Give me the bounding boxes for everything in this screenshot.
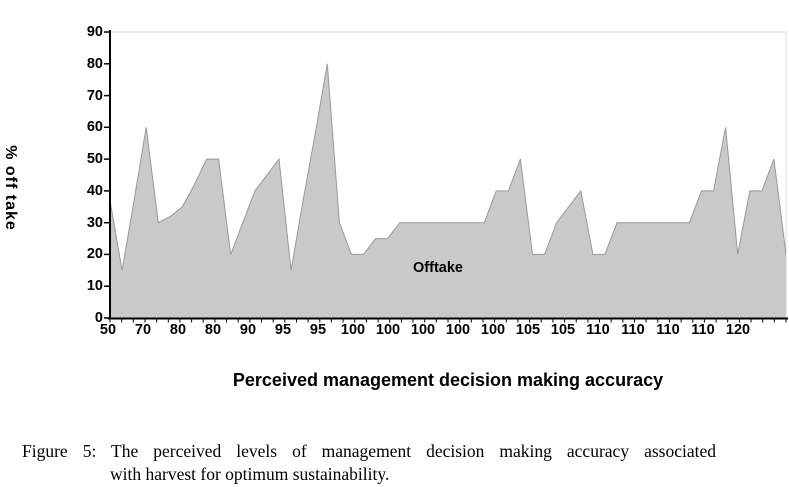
- x-axis-tick-label: 110: [586, 322, 610, 338]
- x-axis-tick-label: 80: [204, 322, 222, 338]
- y-axis-tick-label: 60: [86, 119, 103, 136]
- x-axis-tick-label: 110: [656, 322, 680, 338]
- x-axis-tick-label: 100: [480, 322, 506, 338]
- x-axis-tick-label: 100: [410, 322, 436, 338]
- y-axis-title: % off take: [2, 145, 19, 231]
- offtake-area-series: [110, 63, 786, 319]
- x-axis-tick-label: 90: [239, 322, 257, 338]
- y-axis-tick-label: 50: [86, 151, 103, 168]
- series-label: Offtake: [413, 260, 463, 276]
- x-axis-tick-label: 70: [134, 322, 152, 338]
- caption-line-2: with harvest for optimum sustainability.: [110, 464, 390, 484]
- x-axis-tick-label: 120: [725, 322, 751, 338]
- y-axis-tick-label: 70: [86, 87, 103, 104]
- x-axis-tick-label: 50: [99, 322, 117, 338]
- y-axis-tick-label: 20: [86, 246, 103, 263]
- x-axis-tick-label: 105: [550, 322, 576, 338]
- x-axis-tick-label: 95: [309, 322, 327, 338]
- x-axis-tick-label: 110: [621, 322, 645, 338]
- x-axis-tick-label: 105: [515, 322, 541, 338]
- x-axis-tick-label: 95: [274, 322, 292, 338]
- x-axis-title: Perceived management decision making acc…: [232, 370, 664, 390]
- x-axis-tick-label: 100: [375, 322, 401, 338]
- y-axis-tick-label: 80: [86, 55, 103, 72]
- y-axis-tick-label: 30: [86, 214, 103, 231]
- y-axis-tick-label: 0: [94, 310, 103, 326]
- y-axis-tick-label: 90: [86, 24, 103, 40]
- figure-caption: Figure 5: The perceived levels of manage…: [22, 440, 716, 486]
- x-axis-tick-label: 110: [691, 322, 715, 338]
- y-axis-tick-label: 10: [86, 278, 103, 295]
- x-axis-tick-label: 100: [340, 322, 366, 338]
- y-axis-tick-label: 40: [86, 182, 103, 199]
- caption-line-1: Figure 5: The perceived levels of manage…: [22, 441, 716, 461]
- x-axis-tick-label: 80: [169, 322, 187, 338]
- x-axis-tick-label: 100: [445, 322, 471, 338]
